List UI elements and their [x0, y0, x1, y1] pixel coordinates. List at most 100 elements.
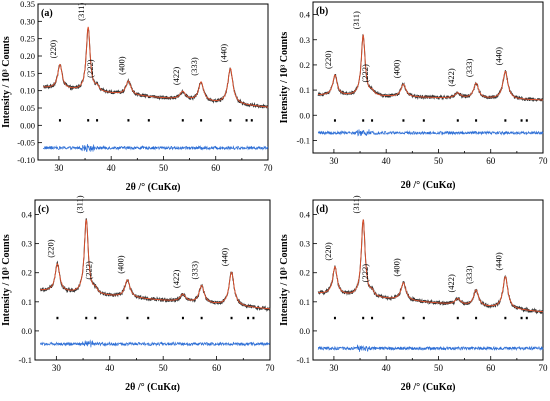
peak-label: (311) — [76, 3, 86, 21]
bragg-mark — [96, 119, 99, 122]
peak-label: (400) — [391, 60, 401, 79]
x-tick-label: 50 — [434, 156, 444, 166]
bragg-mark — [247, 316, 250, 320]
y-tick-label: 0.15 — [20, 68, 35, 78]
bragg-mark — [333, 119, 336, 122]
bragg-mark — [147, 316, 150, 320]
peak-label: (222) — [360, 64, 370, 83]
difference-curve — [317, 344, 544, 352]
observed-curve — [39, 218, 271, 312]
plot-frame — [312, 199, 544, 361]
y-tick-label: 0.0 — [299, 110, 310, 120]
y-tick-label: 0.05 — [20, 103, 35, 113]
bragg-mark — [181, 119, 184, 122]
peak-label: (422) — [446, 68, 456, 87]
panel-c: 30 40 50 60 70 -0.1 0.0 0.1 0.2 0.3 0.4 (220) (311) (… — [1, 195, 275, 393]
x-tick-label: 40 — [382, 156, 392, 166]
peak-label: (440) — [220, 248, 230, 267]
peak-label: (311) — [74, 195, 84, 213]
x-tick-label: 30 — [52, 363, 62, 373]
y-tick-label: 0.3 — [21, 239, 32, 249]
y-axis-label: Intensity / 10³ Counts — [1, 234, 12, 326]
x-tick-label: 40 — [382, 363, 392, 373]
calculated-curve — [318, 33, 543, 101]
peak-label: (220) — [323, 50, 333, 69]
plot-frame — [312, 1, 544, 154]
bragg-mark — [200, 316, 203, 320]
x-tick-label: 50 — [434, 363, 444, 373]
bragg-mark — [87, 119, 90, 122]
observed-curve — [43, 27, 269, 109]
bragg-mark — [147, 119, 150, 122]
y-tick-label: 0.4 — [21, 210, 32, 220]
bragg-mark — [402, 119, 405, 122]
bragg-mark — [56, 316, 59, 320]
y-tick-label: 0.1 — [299, 85, 310, 95]
y-tick-label: 0.2 — [21, 268, 32, 278]
y-tick-label: 0.4 — [299, 210, 310, 220]
peak-label: (422) — [171, 67, 181, 86]
bragg-mark — [230, 316, 233, 320]
x-tick-label: 40 — [107, 163, 117, 173]
y-axis-label: Intensity / 10³ Counts — [1, 36, 12, 128]
bragg-mark — [402, 316, 405, 320]
x-tick-label: 50 — [159, 163, 169, 173]
x-tick-label: 60 — [486, 156, 496, 166]
x-tick-label: 30 — [329, 156, 339, 166]
bragg-mark — [475, 316, 478, 320]
bragg-mark — [245, 119, 248, 122]
x-tick-label: 70 — [539, 363, 549, 373]
bragg-mark — [229, 119, 232, 122]
panel-label: (d) — [316, 204, 328, 215]
panel-label: (a) — [41, 8, 53, 19]
calculated-curve — [40, 219, 270, 310]
x-tick-label: 30 — [54, 163, 64, 173]
bragg-mark — [126, 316, 129, 320]
y-axis-label: Intensity / 10³ Counts — [279, 234, 290, 326]
bragg-mark — [252, 316, 255, 320]
bragg-mark — [422, 316, 425, 320]
peak-label: (440) — [493, 47, 503, 66]
bragg-mark — [250, 119, 253, 122]
y-tick-label: 0.0 — [299, 326, 310, 336]
y-tick-label: 0.20 — [20, 51, 35, 61]
x-tick-label: 70 — [264, 163, 274, 173]
peak-label: (333) — [464, 265, 474, 284]
bragg-mark — [371, 316, 374, 320]
x-tick-label: 60 — [486, 363, 496, 373]
y-tick-label: -0.10 — [17, 155, 35, 165]
x-tick-label: 70 — [266, 363, 276, 373]
peak-label: (220) — [48, 40, 58, 59]
y-tick-label: 0.30 — [20, 16, 35, 26]
bragg-mark — [181, 316, 184, 320]
y-tick-label: 0.4 — [299, 10, 310, 20]
peak-label: (222) — [85, 59, 95, 78]
peak-label: (440) — [493, 252, 503, 271]
bragg-mark — [520, 316, 523, 320]
y-tick-label: 0.25 — [20, 34, 35, 44]
panel-label: (b) — [316, 6, 328, 17]
difference-curve — [317, 129, 544, 137]
difference-curve — [42, 143, 269, 153]
bragg-mark — [504, 119, 507, 122]
x-axis-label: 2θ /° (CuKα) — [125, 382, 180, 393]
y-tick-label: -0.1 — [297, 355, 310, 365]
y-tick-label: -0.1 — [297, 135, 310, 145]
bragg-mark — [333, 316, 336, 320]
x-tick-label: 70 — [539, 156, 549, 166]
x-axis-label: 2θ /° (CuKα) — [126, 182, 181, 193]
x-tick-label: 40 — [105, 363, 115, 373]
x-tick-label: 60 — [212, 363, 222, 373]
peak-label: (400) — [115, 255, 125, 274]
peak-label: (220) — [45, 239, 55, 258]
bragg-mark — [127, 119, 130, 122]
y-tick-label: 0.2 — [299, 268, 310, 278]
x-tick-label: 60 — [211, 163, 221, 173]
peak-label: (220) — [323, 242, 333, 261]
bragg-mark — [525, 316, 528, 320]
panel-b: 30 40 50 60 70 -0.1 0.0 0.1 0.2 0.3 0.4 (220) (311) (… — [279, 1, 549, 191]
peak-label: (400) — [116, 56, 126, 75]
peak-label: (422) — [446, 274, 456, 293]
y-tick-label: 0.3 — [299, 35, 310, 45]
bragg-mark — [520, 119, 523, 122]
